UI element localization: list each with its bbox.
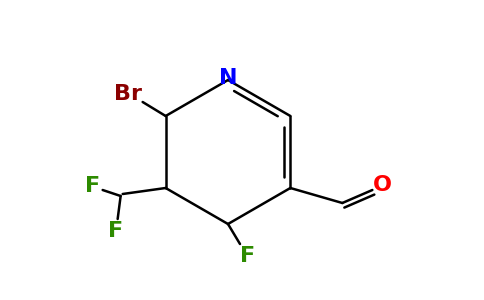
Text: O: O — [373, 175, 392, 195]
Text: Br: Br — [114, 84, 142, 104]
Text: F: F — [241, 246, 256, 266]
Text: N: N — [219, 68, 237, 88]
Text: F: F — [85, 176, 100, 196]
Text: F: F — [108, 221, 123, 241]
